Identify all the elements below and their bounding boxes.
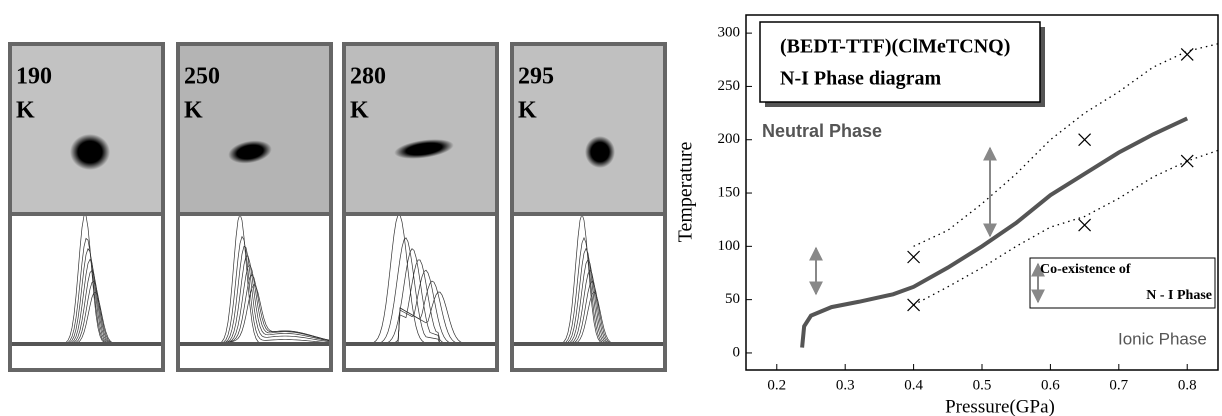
spot — [585, 136, 615, 168]
panel-baseline — [512, 342, 665, 346]
x-tick-label: 0.2 — [767, 377, 786, 393]
cross-marker — [907, 298, 921, 312]
spot — [394, 139, 454, 159]
y-tick-label: 50 — [725, 291, 740, 307]
y-tick-label: 300 — [718, 25, 741, 41]
panel-image — [344, 44, 497, 214]
y-tick-label: 250 — [718, 78, 741, 94]
x-tick-label: 0.3 — [836, 377, 855, 393]
spot — [70, 134, 110, 170]
panel-image — [10, 44, 163, 214]
boundary-dotted — [913, 43, 1219, 247]
panel-frame — [176, 42, 333, 372]
panel-unit: K — [16, 98, 35, 124]
panel-baseline — [344, 342, 497, 346]
panel-frame — [342, 42, 499, 372]
panel-frame — [8, 42, 165, 372]
panel-image — [178, 44, 331, 214]
ionic-label: Ionic Phase — [1118, 329, 1207, 348]
image-panels: 190 K 250 K 280 K 295 K — [8, 42, 667, 372]
coexist-label: Co-existence of — [1040, 262, 1131, 277]
neutral-label: Neutral Phase — [762, 121, 882, 141]
panel-frame — [510, 42, 667, 372]
x-tick-label: 0.4 — [904, 377, 923, 393]
spot — [228, 140, 272, 164]
coexist-label: N - I Phase — [1146, 288, 1212, 303]
coexist-box — [1029, 257, 1216, 309]
panel-profile — [512, 214, 665, 370]
cross-marker — [1180, 154, 1194, 168]
panel-label: 295 — [518, 64, 554, 90]
x-tick-label: 0.7 — [1109, 377, 1128, 393]
chart-title: (BEDT-TTF)(ClMeTCNQ) — [780, 36, 1010, 58]
panel-baseline — [178, 342, 331, 346]
panel-label: 190 — [16, 64, 52, 90]
panel-profile — [178, 214, 331, 370]
x-axis-label: Pressure(GPa) — [945, 396, 1055, 416]
x-tick-label: 0.5 — [973, 377, 992, 393]
panel-unit: K — [518, 98, 537, 124]
x-tick-label: 0.6 — [1041, 377, 1060, 393]
chart-subtitle: N-I Phase diagram — [780, 68, 941, 90]
y-tick-label: 0 — [733, 344, 741, 360]
panel-unit: K — [350, 98, 369, 124]
cross-marker — [1078, 218, 1092, 232]
cross-marker — [1180, 48, 1194, 61]
y-tick-label: 200 — [718, 131, 741, 147]
cross-marker — [907, 250, 921, 264]
panel-unit: K — [184, 98, 203, 124]
panel-image — [512, 44, 665, 214]
panel-label: 250 — [184, 64, 220, 90]
cross-marker — [1078, 133, 1092, 147]
y-axis-label: Temperature — [675, 141, 697, 242]
x-tick-label: 0.8 — [1178, 377, 1197, 393]
panel-profile — [344, 214, 497, 370]
panel-label: 280 — [350, 64, 386, 90]
y-tick-label: 100 — [718, 238, 741, 254]
panel-baseline — [10, 342, 163, 346]
phase-boundary — [800, 116, 1189, 348]
title-box — [759, 21, 1041, 103]
y-tick-label: 150 — [718, 184, 741, 200]
